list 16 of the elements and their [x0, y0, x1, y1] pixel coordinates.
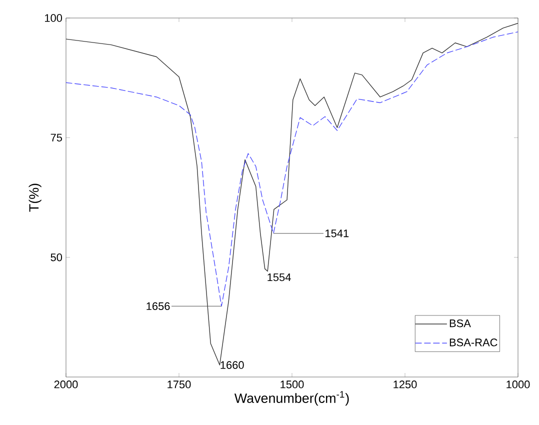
x-axis-title: Wavenumber(cm$^{-1}$) [234, 391, 349, 406]
legend-label: BSA-RAC [450, 338, 498, 346]
x-tick-label: 1750 [168, 380, 191, 388]
annotation: 1656 [146, 302, 170, 310]
annotation: 1554 [268, 273, 291, 282]
legend-label: BSA [450, 319, 471, 328]
y-tick-label: 50 [50, 253, 62, 262]
y-axis-title: T(%) [28, 184, 42, 212]
annotation: 1660 [220, 361, 244, 369]
x-tick-label: 1500 [280, 380, 304, 388]
x-tick-label: 2000 [54, 380, 78, 388]
y-tick-label: 100 [45, 14, 62, 22]
x-tick-label: 1000 [506, 380, 530, 388]
y-tick-label: 75 [50, 134, 62, 142]
x-tick-label: 1250 [394, 380, 417, 388]
annotation: 1541 [326, 230, 349, 238]
